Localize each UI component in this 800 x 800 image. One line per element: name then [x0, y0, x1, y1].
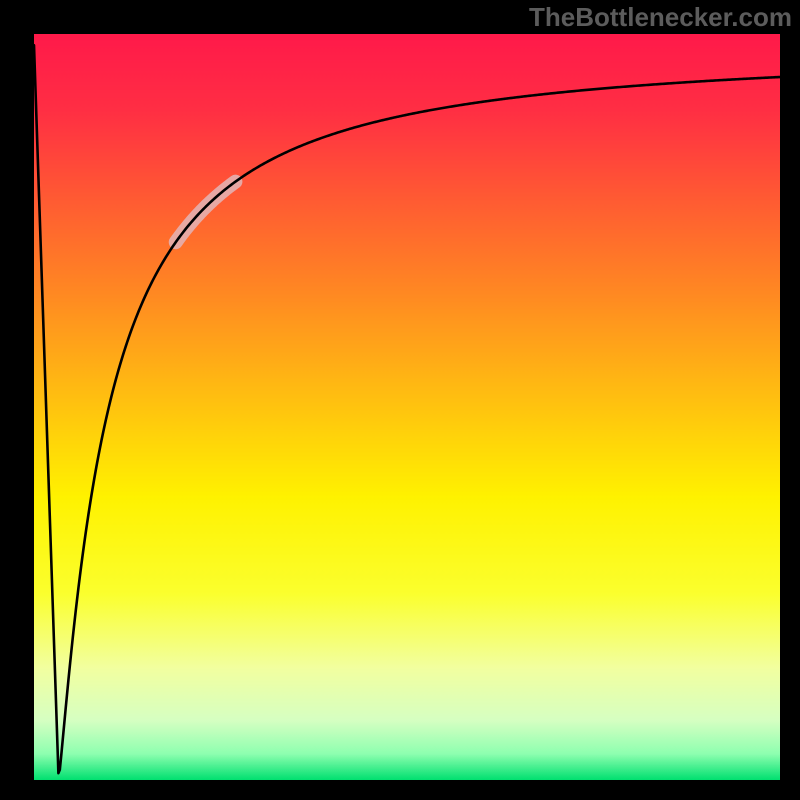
bottleneck-chart: TheBottlenecker.com — [0, 0, 800, 800]
plot-area — [34, 34, 780, 780]
watermark-text: TheBottlenecker.com — [529, 2, 792, 33]
performance-curve — [34, 45, 780, 773]
curve-layer — [34, 34, 780, 780]
curve-highlight — [176, 182, 236, 243]
